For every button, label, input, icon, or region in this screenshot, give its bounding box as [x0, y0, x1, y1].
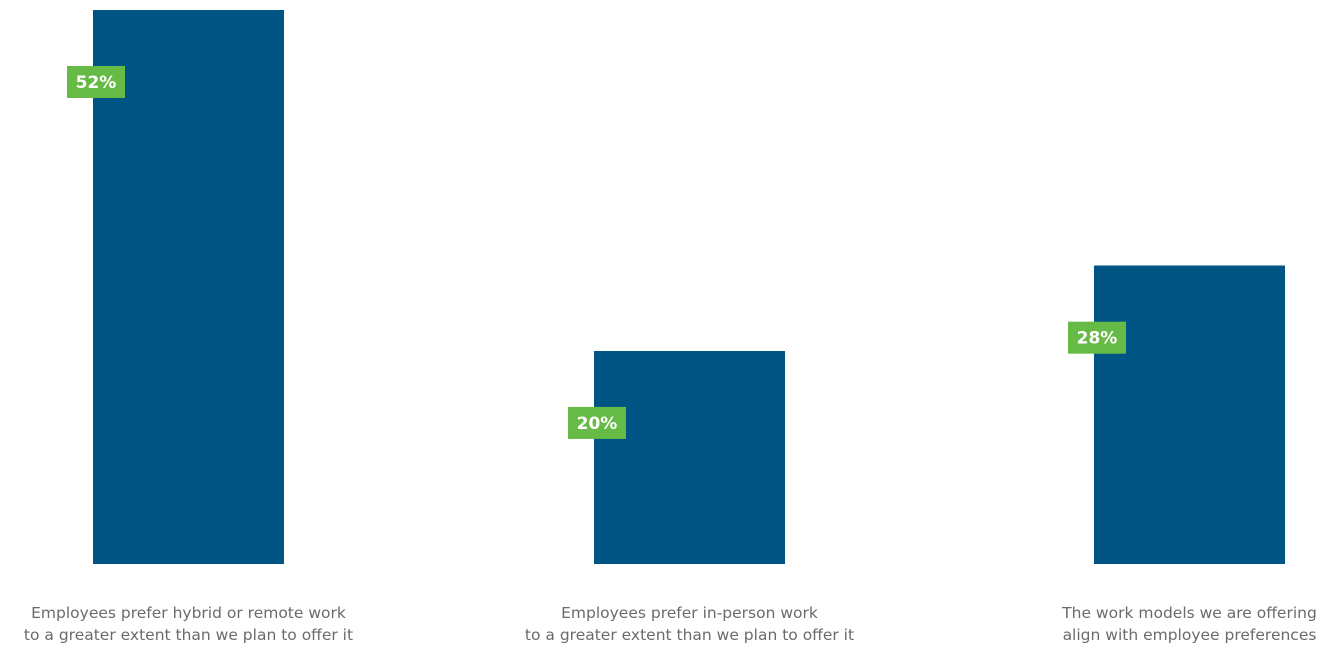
category-label-1-line-2: to a greater extent than we plan to offe… [24, 626, 353, 644]
category-label-3-line-1: The work models we are offering [1061, 604, 1317, 622]
category-label-3-line-2: align with employee preferences [1063, 626, 1317, 644]
value-label-1: 52% [76, 73, 117, 93]
value-label-3: 28% [1077, 329, 1118, 349]
category-labels-group: Employees prefer hybrid or remote work to… [24, 604, 1317, 644]
bar-1 [93, 10, 284, 564]
category-label-1-line-1: Employees prefer hybrid or remote work [31, 604, 346, 622]
value-label-badge-2 [568, 406, 626, 439]
value-label-badge-1 [67, 66, 125, 98]
category-label-3: The work models we are offering align wit… [1061, 604, 1317, 644]
bars-group [93, 10, 1285, 564]
value-label-2: 20% [577, 414, 618, 434]
category-label-2: Employees prefer in-person work to a grea… [525, 604, 854, 644]
category-label-1: Employees prefer hybrid or remote work to… [24, 604, 353, 644]
bar-3 [1094, 265, 1285, 564]
value-labels-group: 52% 20% 28% [67, 66, 1126, 439]
bar-2 [594, 350, 785, 564]
category-label-2-line-1: Employees prefer in-person work [561, 604, 818, 622]
value-label-badge-3 [1068, 321, 1126, 354]
category-label-2-line-2: to a greater extent than we plan to offe… [525, 626, 854, 644]
